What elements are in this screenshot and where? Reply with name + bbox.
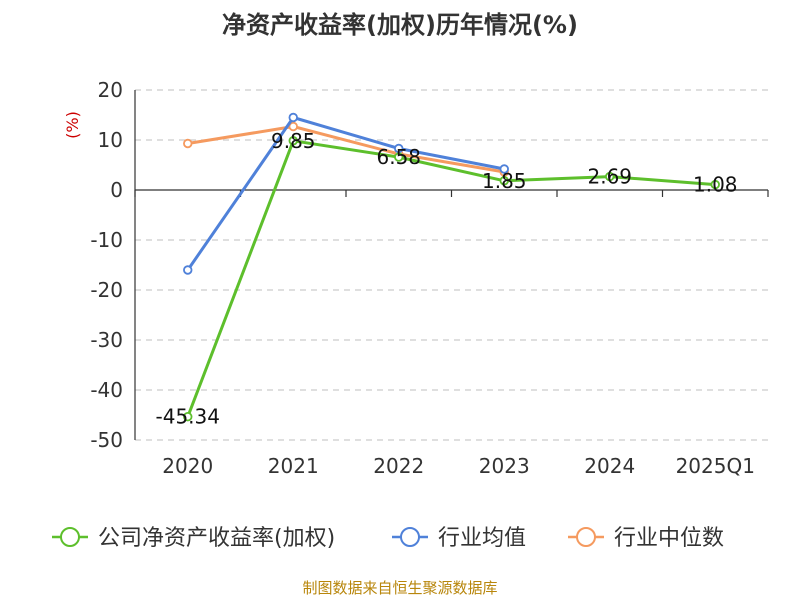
data-label: -45.34 — [156, 405, 220, 429]
y-tick-label: 0 — [110, 178, 123, 202]
legend-item: 行业中位数 — [568, 526, 724, 551]
data-label: 6.58 — [376, 145, 421, 169]
data-point — [183, 138, 193, 149]
y-tick-label: -50 — [90, 428, 123, 452]
grid-lines — [135, 89, 768, 441]
y-tick-label: -10 — [90, 228, 123, 252]
source-note: 制图数据来自恒生聚源数据库 — [302, 579, 497, 597]
y-tick-label: -20 — [90, 278, 123, 302]
data-labels-layer: -45.34 9.85 6.58 1.85 2.69 1.08 — [156, 129, 738, 429]
legend-label: 行业均值 — [438, 526, 526, 551]
legend: 公司净资产收益率(加权) 行业均值 行业中位数 — [52, 526, 724, 551]
y-tick-label: 10 — [98, 128, 123, 152]
data-point — [605, 171, 615, 182]
series-layer — [183, 112, 720, 422]
data-label: 1.85 — [482, 169, 527, 193]
data-point — [394, 143, 404, 154]
x-tick-label: 2021 — [268, 454, 319, 478]
data-point — [183, 412, 193, 422]
legend-item: 行业均值 — [392, 526, 526, 551]
data-point — [499, 164, 509, 174]
x-tick-label: 2020 — [162, 454, 213, 478]
data-label: 9.85 — [271, 129, 316, 153]
data-point — [183, 265, 193, 275]
chart-title: 净资产收益率(加权)历年情况(%) — [222, 11, 578, 39]
x-tick-label: 2025Q1 — [676, 454, 755, 478]
data-label: 1.08 — [693, 173, 738, 197]
series-line — [186, 139, 716, 418]
y-tick-label: 20 — [98, 78, 123, 102]
legend-marker — [60, 527, 80, 547]
data-label: 2.69 — [587, 165, 632, 189]
axes: 20 10 0 -10 -20 -30 -40 -50 2020 2021 2022 2023 2024… — [90, 78, 769, 478]
series-line — [187, 125, 505, 174]
y-axis-unit-label: (%) — [63, 111, 82, 139]
x-tick-label: 2024 — [584, 454, 635, 478]
data-point — [710, 179, 720, 190]
legend-label: 行业中位数 — [614, 526, 724, 551]
data-point — [288, 112, 298, 123]
data-point — [288, 136, 298, 146]
legend-marker — [400, 527, 420, 547]
y-tick-label: -30 — [90, 328, 123, 352]
y-tick-label: -40 — [90, 378, 123, 402]
data-point — [394, 152, 404, 162]
legend-label: 公司净资产收益率(加权) — [98, 526, 335, 551]
x-tick-label: 2022 — [373, 454, 424, 478]
x-tick-label: 2023 — [479, 454, 530, 478]
legend-item: 公司净资产收益率(加权) — [52, 526, 335, 551]
data-point — [499, 176, 509, 186]
data-point — [288, 121, 298, 132]
series-line — [186, 116, 505, 271]
legend-marker — [576, 527, 596, 547]
